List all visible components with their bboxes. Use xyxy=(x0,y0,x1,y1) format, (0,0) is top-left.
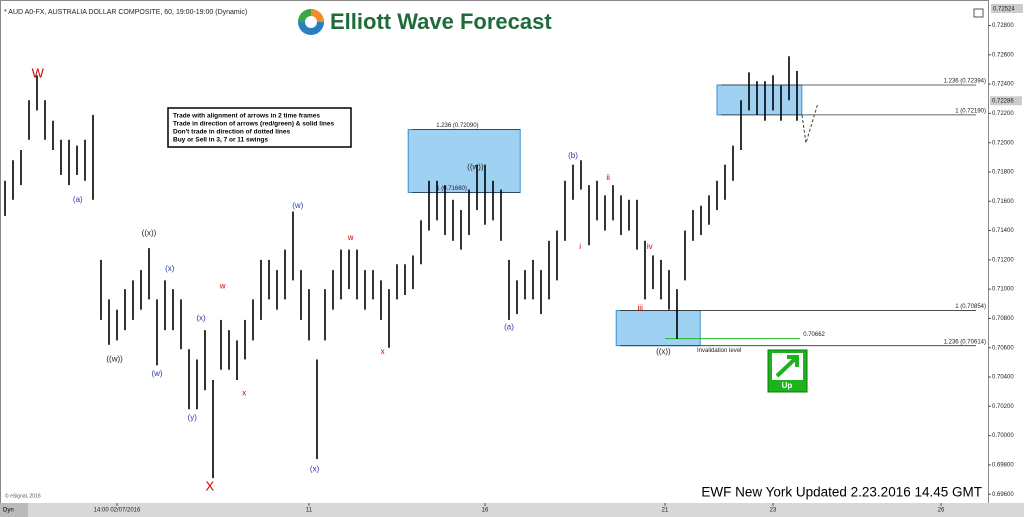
wave-label: ((x)) xyxy=(656,347,671,356)
wave-label: iii xyxy=(638,303,644,312)
y-tick-label: 0.72200 xyxy=(992,111,1014,117)
target-zone xyxy=(615,310,701,347)
x-tick-label: 23 xyxy=(770,508,777,514)
wave-label: w xyxy=(347,233,354,242)
mode-label: Dyn xyxy=(3,508,14,514)
wave-label: iv xyxy=(647,242,653,251)
wave-label: W xyxy=(32,65,45,80)
y-tick-label: 0.72000 xyxy=(992,140,1014,146)
info-line: Trade with alignment of arrows in 2 time… xyxy=(173,113,320,120)
update-footer: EWF New York Updated 2.23.2016 14.45 GMT xyxy=(701,485,982,500)
mode-button[interactable] xyxy=(0,503,28,517)
fib-label: 1.236 (0.70614) xyxy=(944,339,986,345)
current-price-label: 0.72286 xyxy=(992,98,1014,104)
y-tick-label: 0.72600 xyxy=(992,52,1014,58)
invalidation-value: 0.70662 xyxy=(803,332,825,338)
y-tick-label: 0.70800 xyxy=(992,316,1014,322)
wave-label: X xyxy=(205,478,214,493)
fib-label: 1.236 (0.72394) xyxy=(944,79,986,85)
wave-label: (w) xyxy=(292,201,303,210)
logo: Elliott Wave Forecast xyxy=(298,9,552,35)
wave-label: ((w)) xyxy=(467,163,484,172)
wave-label: (a) xyxy=(504,322,514,331)
logo-text: Elliott Wave Forecast xyxy=(330,9,552,34)
header-price: 0.72524 xyxy=(993,7,1015,13)
wave-label: ((w)) xyxy=(106,355,123,364)
x-tick-label: 14:00 02/07/2016 xyxy=(94,508,141,514)
y-tick-label: 0.69600 xyxy=(992,492,1014,498)
window-icon[interactable] xyxy=(973,8,984,18)
target-zone xyxy=(407,129,521,193)
wave-label: (a) xyxy=(73,195,83,204)
invalidation-text: Invalidation level xyxy=(697,348,741,354)
fib-label: 1 (0.72190) xyxy=(955,108,986,114)
x-tick-label: 26 xyxy=(938,508,945,514)
signal-label: Up xyxy=(782,381,793,390)
y-tick-label: 0.72400 xyxy=(992,82,1014,88)
wave-label: i xyxy=(579,242,581,251)
x-axis-strip xyxy=(0,503,1024,517)
wave-label: (x) xyxy=(165,264,175,273)
x-tick-label: 16 xyxy=(482,508,489,514)
x-tick-label: 21 xyxy=(662,508,669,514)
up-signal: Up xyxy=(767,349,808,393)
wave-label: x xyxy=(242,388,246,397)
y-tick-label: 0.71800 xyxy=(992,170,1014,176)
wave-label: ((x)) xyxy=(142,229,157,238)
info-box xyxy=(167,107,352,148)
wave-label: (b) xyxy=(568,151,578,160)
y-tick-label: 0.69800 xyxy=(992,462,1014,468)
price-box xyxy=(991,4,1023,13)
y-tick-label: 0.71200 xyxy=(992,257,1014,263)
y-tick-label: 0.70200 xyxy=(992,404,1014,410)
wave-label: ii xyxy=(606,173,610,182)
symbol-header: * AUD A0-FX, AUSTRALIA DOLLAR COMPOSITE,… xyxy=(4,9,247,16)
wave-label: x xyxy=(381,347,385,356)
y-tick-label: 0.70000 xyxy=(992,433,1014,439)
x-tick-label: 11 xyxy=(306,508,313,514)
info-line: Buy or Sell in 3, 7 or 11 swings xyxy=(173,137,268,144)
info-line: Trade in direction of arrows (red/green)… xyxy=(173,121,334,128)
y-tick-label: 0.71600 xyxy=(992,199,1014,205)
wave-label: w xyxy=(219,281,226,290)
info-line: Don't trade in direction of dotted lines xyxy=(173,129,290,136)
wave-label: (w) xyxy=(151,369,162,378)
y-tick-label: 0.70600 xyxy=(992,345,1014,351)
copyright: © eSignal, 2016 xyxy=(5,492,41,499)
wave-label: (x) xyxy=(310,464,320,473)
projection-path xyxy=(801,102,819,144)
wave-label: (x) xyxy=(196,314,206,323)
y-tick-label: 0.71000 xyxy=(992,287,1014,293)
y-tick-label: 0.72800 xyxy=(992,23,1014,29)
current-price-box xyxy=(990,96,1022,106)
wave-label: (y) xyxy=(188,413,198,422)
fib-label: 1.236 (0.72090) xyxy=(436,123,478,129)
y-tick-label: 0.71400 xyxy=(992,228,1014,234)
fib-label: 1 (0.71660) xyxy=(436,186,467,192)
fib-label: 1 (0.70854) xyxy=(955,304,986,310)
y-tick-label: 0.70400 xyxy=(992,375,1014,381)
